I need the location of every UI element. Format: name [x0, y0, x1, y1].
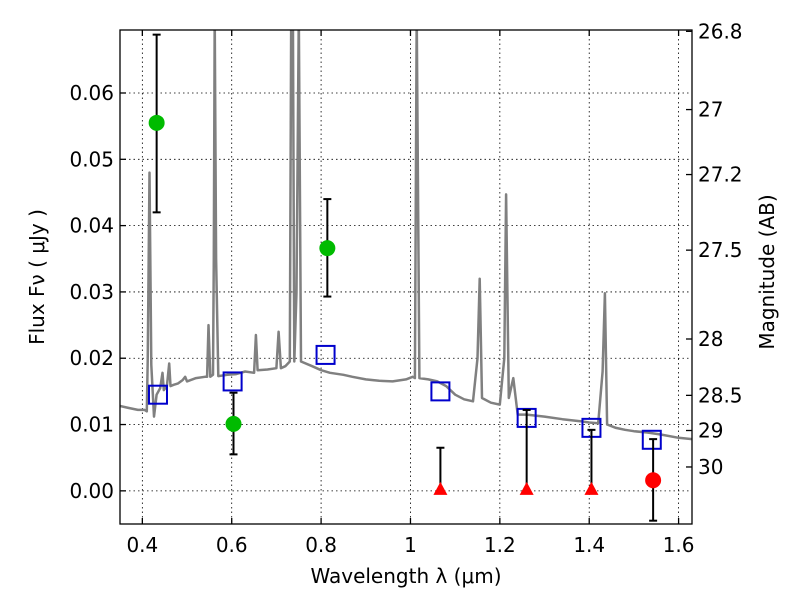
- y2-tick-label: 27.2: [698, 163, 743, 187]
- y2-tick-label: 27: [698, 98, 723, 122]
- x-tick-label: 1.4: [573, 533, 605, 557]
- axes-layer: 0.4 0.6 0.8 1 1.2 1.4 1.6 0.00 0.01 0.02 0.03 0.04 0…: [69, 19, 742, 557]
- y-tick-label: 0.00: [69, 479, 114, 503]
- x-tick-label: 0.4: [126, 533, 158, 557]
- detection-point: [319, 240, 336, 257]
- x-tick-label: 1.2: [484, 533, 516, 557]
- model-band-marker: [315, 344, 336, 365]
- detection-point: [148, 114, 165, 131]
- x-tick-label: 1.6: [663, 533, 695, 557]
- x-tick-label: 1: [404, 533, 417, 557]
- y2-tick-label: 30: [698, 455, 723, 479]
- grid-layer: [120, 30, 692, 524]
- y-tick-label: 0.06: [69, 81, 114, 105]
- plot-layer: [120, 30, 692, 522]
- model-band-marker: [147, 384, 168, 405]
- x-tick-label: 0.6: [216, 533, 248, 557]
- y-tick-label: 0.01: [69, 413, 114, 437]
- y2-tick-label: 27.5: [698, 238, 743, 262]
- model-band-marker: [641, 429, 662, 450]
- plot-area: [120, 30, 692, 522]
- upper-limit-marker: [519, 481, 534, 495]
- y2-tick-label: 26.8: [698, 19, 743, 43]
- y2-axis-label: Magnitude (AB): [755, 194, 779, 349]
- y-tick-label: 0.03: [69, 280, 114, 304]
- model-band-marker: [222, 371, 243, 392]
- x-tick-label: 0.8: [305, 533, 337, 557]
- model-band-marker: [430, 381, 451, 402]
- sed-line: [120, 30, 692, 441]
- y2-tick-label: 29: [698, 419, 723, 443]
- y-tick-label: 0.05: [69, 147, 114, 171]
- plot-frame: [119, 29, 693, 525]
- x-axis-label: Wavelength λ (μm): [310, 564, 501, 588]
- y2-tick-label: 28.5: [698, 383, 743, 407]
- red-point: [645, 472, 662, 489]
- y-axis-label: Flux Fν ( μJy ): [25, 209, 49, 345]
- y-tick-label: 0.02: [69, 346, 114, 370]
- y2-tick-label: 28: [698, 327, 723, 351]
- detection-point: [225, 415, 242, 432]
- upper-limit-marker: [433, 481, 448, 495]
- upper-limit-marker: [584, 481, 599, 495]
- y-tick-label: 0.04: [69, 214, 114, 238]
